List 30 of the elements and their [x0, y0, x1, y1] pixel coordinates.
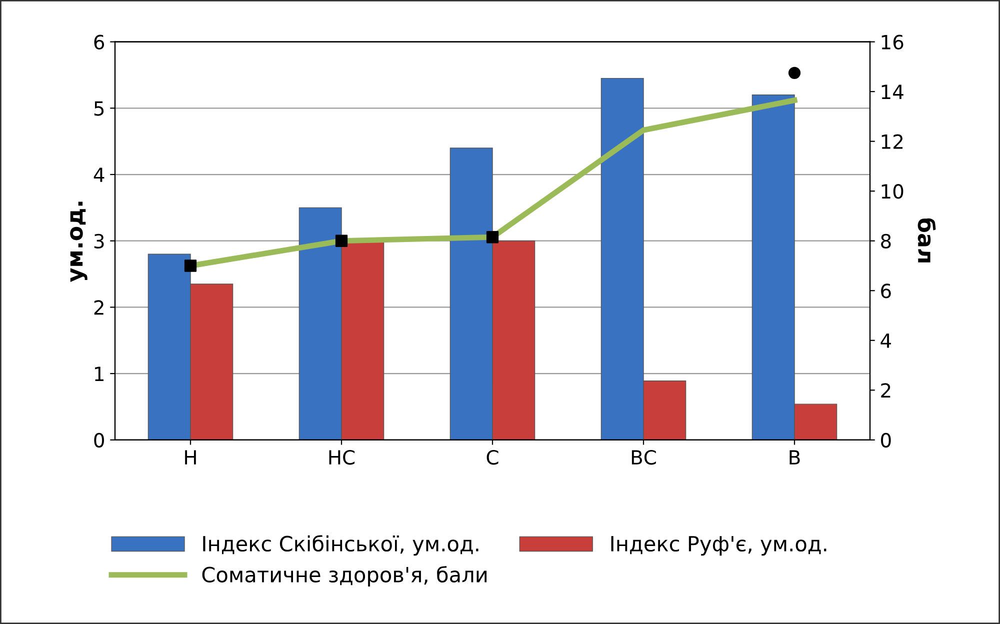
y2-tick-label: 2: [881, 383, 890, 398]
legend-label: Індекс Скібінської, ум.од.: [203, 535, 478, 556]
y2-tick-label: 8: [881, 234, 891, 249]
y-tick-label: 4: [94, 168, 104, 182]
y-tick-label: 3: [94, 234, 104, 249]
x-tick-label: Н: [185, 450, 196, 464]
point: [788, 66, 801, 79]
x-tick-label: НС: [329, 450, 355, 465]
y2-tick-label: 6: [881, 284, 891, 298]
point: [335, 234, 348, 247]
y2-tick-label: 12: [882, 134, 903, 149]
y2-tick-label: 0: [881, 432, 891, 448]
x-tick-label: В: [790, 450, 800, 464]
y-axis-title: ум.од.: [70, 202, 88, 282]
legend-label: Соматичне здоров'я, бали: [202, 566, 487, 587]
point: [184, 260, 197, 272]
y-tick-label: 1: [95, 366, 104, 381]
point: [486, 231, 499, 244]
y2-tick-label: 16: [882, 34, 904, 50]
x-tick-label: ВС: [632, 450, 656, 465]
legend-label: Індекс Руф'є, ум.од.: [611, 536, 826, 556]
y2-tick-label: 10: [882, 184, 904, 199]
y-tick-label: 5: [94, 101, 104, 116]
y-tick-label: 0: [94, 432, 104, 448]
y2-axis-title: бал: [918, 218, 936, 262]
y2-tick-label: 4: [880, 334, 892, 348]
y2-tick-label: 14: [882, 84, 904, 99]
y-tick-label: 2: [94, 300, 104, 315]
y-tick-label: 6: [94, 34, 104, 50]
x-tick-label: С: [486, 450, 498, 465]
